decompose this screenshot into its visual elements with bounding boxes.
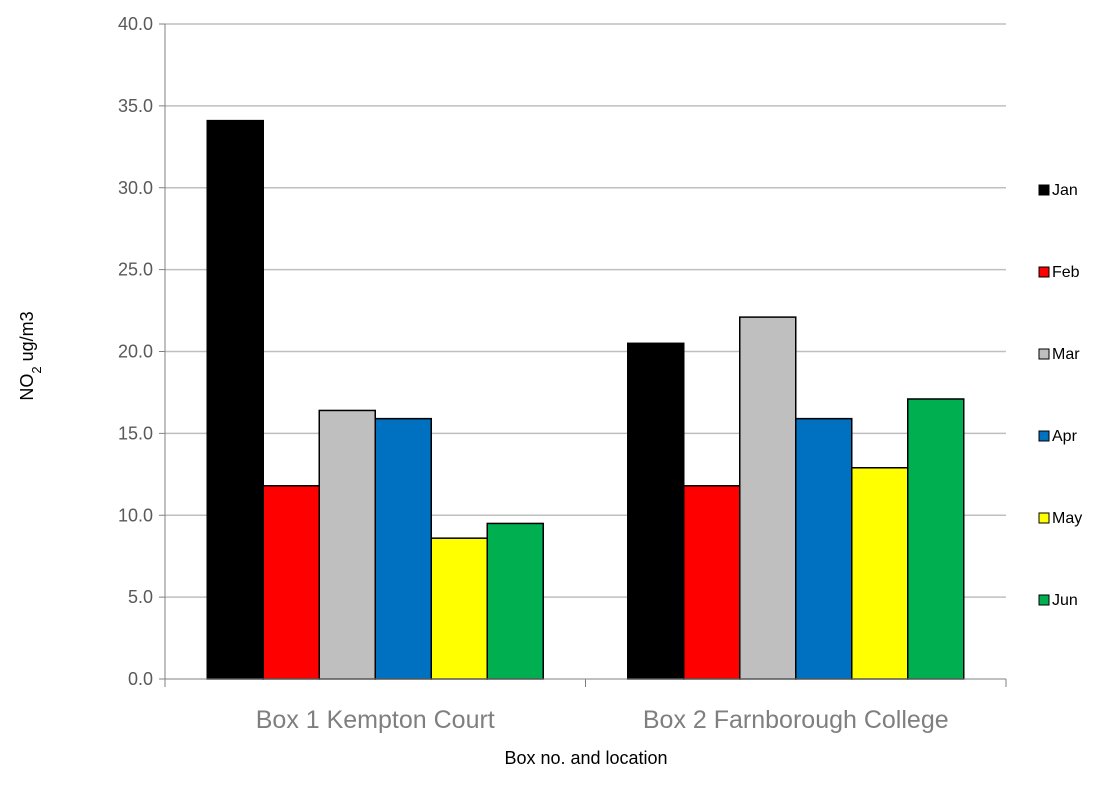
axes — [159, 23, 1007, 687]
y-axis-title-suffix: ug/m3 — [17, 311, 37, 366]
y-tick-label: 25.0 — [118, 260, 153, 280]
y-tick-label: 15.0 — [118, 423, 153, 443]
legend-swatch-jun — [1038, 594, 1050, 606]
bar-may — [430, 537, 488, 680]
y-tick-label: 5.0 — [128, 587, 153, 607]
legend-label-feb: Feb — [1052, 264, 1080, 281]
y-tick-label: 0.0 — [128, 669, 153, 689]
bar-apr — [795, 417, 853, 680]
bar-mar — [318, 409, 376, 680]
x-axis-title: Box no. and location — [504, 748, 667, 768]
bar-jun — [486, 522, 544, 680]
y-tick-label: 40.0 — [118, 14, 153, 34]
legend-swatch-may — [1038, 512, 1050, 524]
legend-label-jun: Jun — [1052, 592, 1078, 609]
y-tick-label: 10.0 — [118, 505, 153, 525]
bar-jun — [907, 398, 965, 680]
legend-label-jan: Jan — [1052, 182, 1078, 199]
legend-swatch-apr — [1038, 430, 1050, 442]
y-tick-label: 30.0 — [118, 178, 153, 198]
x-category-label: Box 2 Farnborough College — [643, 706, 949, 734]
y-tick-label: 35.0 — [118, 96, 153, 116]
bar-jan — [206, 119, 264, 680]
x-category-labels: Box 1 Kempton Court Box 2 Farnborough Col… — [256, 706, 949, 734]
legend-label-may: May — [1052, 510, 1082, 527]
y-axis-title-prefix: NO — [17, 374, 37, 401]
legend-swatch-jan — [1038, 184, 1050, 196]
y-axis-title: NO2 ug/m3 — [17, 311, 44, 400]
bar-jan — [627, 342, 685, 680]
bar-mar — [739, 316, 797, 680]
bar-may — [851, 467, 909, 680]
legend-label-apr: Apr — [1052, 428, 1078, 445]
bar-feb — [683, 485, 741, 680]
x-category-label: Box 1 Kempton Court — [256, 706, 495, 734]
bars — [206, 119, 965, 680]
legend-swatch-mar — [1038, 348, 1050, 360]
legend: Jan Feb Mar Apr May Jun — [1038, 182, 1082, 609]
bar-feb — [262, 485, 320, 680]
y-axis-title-subscript: 2 — [29, 366, 44, 373]
legend-swatch-feb — [1038, 266, 1050, 278]
y-tick-labels: 0.0 5.0 10.0 15.0 20.0 25.0 30.0 35.0 40.0 — [118, 14, 153, 689]
legend-label-mar: Mar — [1052, 346, 1080, 363]
bar-apr — [374, 417, 432, 680]
y-tick-label: 20.0 — [118, 342, 153, 362]
